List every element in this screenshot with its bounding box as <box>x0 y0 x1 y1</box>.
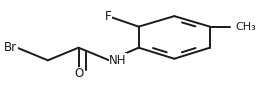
Text: O: O <box>74 68 83 80</box>
Text: NH: NH <box>109 54 127 67</box>
Text: F: F <box>105 10 111 23</box>
Text: CH₃: CH₃ <box>236 22 256 32</box>
Text: Br: Br <box>4 41 17 54</box>
